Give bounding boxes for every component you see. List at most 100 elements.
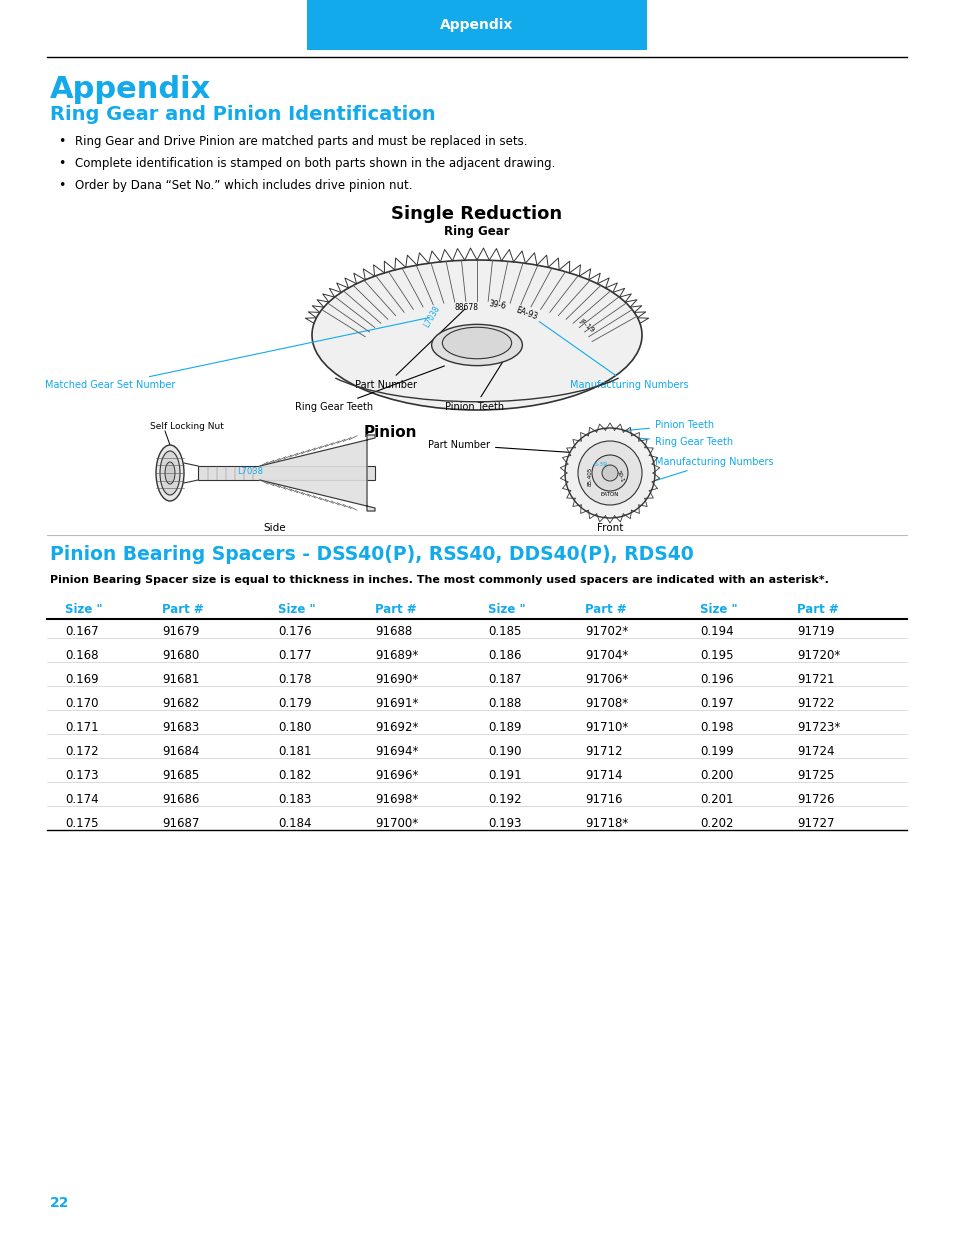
- Text: Front: Front: [597, 522, 622, 534]
- Text: L7038: L7038: [422, 305, 441, 330]
- Text: 0.186: 0.186: [488, 650, 521, 662]
- Text: Ring Gear and Pinion Identification: Ring Gear and Pinion Identification: [50, 105, 436, 124]
- Ellipse shape: [431, 325, 522, 366]
- Text: Complete identification is stamped on both parts shown in the adjacent drawing.: Complete identification is stamped on bo…: [75, 157, 555, 170]
- Text: 91688: 91688: [375, 625, 412, 638]
- Text: 0.189: 0.189: [488, 721, 521, 734]
- Ellipse shape: [160, 451, 180, 495]
- Text: 0.174: 0.174: [65, 793, 98, 806]
- Text: Ring Gear Teeth: Ring Gear Teeth: [294, 366, 444, 412]
- Text: 0.167: 0.167: [65, 625, 98, 638]
- Text: 91722: 91722: [796, 697, 834, 710]
- Text: 91691*: 91691*: [375, 697, 418, 710]
- Text: 39-6: 39-6: [487, 299, 506, 311]
- Text: 91727: 91727: [796, 818, 834, 830]
- Text: 0.201: 0.201: [700, 793, 733, 806]
- Circle shape: [601, 466, 618, 480]
- Text: Self Locking Nut: Self Locking Nut: [150, 422, 224, 431]
- Text: 91679: 91679: [162, 625, 199, 638]
- Text: 91726: 91726: [796, 793, 834, 806]
- Text: 91723*: 91723*: [796, 721, 840, 734]
- Text: 91712: 91712: [584, 745, 622, 758]
- Text: 91690*: 91690*: [375, 673, 417, 685]
- Text: 91698*: 91698*: [375, 793, 417, 806]
- Text: 0.182: 0.182: [277, 769, 312, 782]
- Text: 0.200: 0.200: [700, 769, 733, 782]
- Text: 0.192: 0.192: [488, 793, 521, 806]
- Text: EA-93: EA-93: [515, 305, 538, 321]
- Text: 91684: 91684: [162, 745, 199, 758]
- Text: 91725: 91725: [796, 769, 834, 782]
- Text: Ring Gear and Drive Pinion are matched parts and must be replaced in sets.: Ring Gear and Drive Pinion are matched p…: [75, 135, 527, 148]
- Text: Appendix: Appendix: [440, 19, 513, 32]
- Text: 0.179: 0.179: [277, 697, 312, 710]
- Polygon shape: [260, 435, 375, 511]
- Text: 0.196: 0.196: [700, 673, 733, 685]
- Text: 91721: 91721: [796, 673, 834, 685]
- Text: 0.199: 0.199: [700, 745, 733, 758]
- Text: Size ": Size ": [65, 603, 103, 616]
- Text: Pinion Bearing Spacers - DSS40(P), RSS40, DDS40(P), RDS40: Pinion Bearing Spacers - DSS40(P), RSS40…: [50, 545, 693, 564]
- Text: 0.193: 0.193: [488, 818, 521, 830]
- Text: 0.195: 0.195: [700, 650, 733, 662]
- Text: 0.180: 0.180: [277, 721, 311, 734]
- Text: 91702*: 91702*: [584, 625, 628, 638]
- Text: EATON: EATON: [600, 493, 618, 498]
- Text: 91696*: 91696*: [375, 769, 418, 782]
- Text: 0.172: 0.172: [65, 745, 98, 758]
- Bar: [307, 0, 646, 49]
- Text: Ring Gear: Ring Gear: [444, 225, 509, 238]
- Text: Pinion Teeth: Pinion Teeth: [444, 357, 505, 412]
- Text: 91692*: 91692*: [375, 721, 418, 734]
- Text: 91682: 91682: [162, 697, 199, 710]
- Text: 91719: 91719: [796, 625, 834, 638]
- Text: 0.183: 0.183: [277, 793, 311, 806]
- Text: 91686: 91686: [162, 793, 199, 806]
- Text: Part Number: Part Number: [428, 440, 577, 453]
- Text: L7038: L7038: [236, 467, 263, 475]
- Bar: [198, 466, 375, 480]
- Text: 91680: 91680: [162, 650, 199, 662]
- Text: 91718*: 91718*: [584, 818, 628, 830]
- Text: 0.176: 0.176: [277, 625, 312, 638]
- Text: 91681: 91681: [162, 673, 199, 685]
- Text: •: •: [58, 135, 66, 148]
- Text: 0.185: 0.185: [488, 625, 521, 638]
- Text: 50-1: 50-1: [615, 469, 624, 483]
- Text: Side: Side: [263, 522, 286, 534]
- Text: 91710*: 91710*: [584, 721, 628, 734]
- Text: 0.168: 0.168: [65, 650, 98, 662]
- Text: Part #: Part #: [796, 603, 838, 616]
- Circle shape: [592, 454, 627, 492]
- Text: Order by Dana “Set No.” which includes drive pinion nut.: Order by Dana “Set No.” which includes d…: [75, 179, 412, 191]
- Text: 0.190: 0.190: [488, 745, 521, 758]
- Text: Size ": Size ": [488, 603, 525, 616]
- Text: Pinion Teeth: Pinion Teeth: [622, 420, 714, 431]
- Ellipse shape: [156, 445, 184, 501]
- Text: 91700*: 91700*: [375, 818, 417, 830]
- Text: 91683: 91683: [162, 721, 199, 734]
- Text: Pinion Bearing Spacer size is equal to thickness in inches. The most commonly us: Pinion Bearing Spacer size is equal to t…: [50, 576, 828, 585]
- Text: 91714: 91714: [584, 769, 622, 782]
- Text: Manufacturing Numbers: Manufacturing Numbers: [538, 321, 688, 390]
- Text: Part Number: Part Number: [355, 309, 464, 390]
- Text: 0.194: 0.194: [700, 625, 733, 638]
- Text: 0.188: 0.188: [488, 697, 521, 710]
- Text: 0.198: 0.198: [700, 721, 733, 734]
- Ellipse shape: [312, 261, 641, 410]
- Text: 0.197: 0.197: [700, 697, 733, 710]
- Text: 91716: 91716: [584, 793, 622, 806]
- Text: Matched Gear Set Number: Matched Gear Set Number: [45, 317, 429, 390]
- Text: Manufacturing Numbers: Manufacturing Numbers: [650, 457, 773, 482]
- Text: Appendix: Appendix: [50, 75, 211, 104]
- Text: 0.178: 0.178: [277, 673, 312, 685]
- Text: 0.173: 0.173: [65, 769, 98, 782]
- Text: 91706*: 91706*: [584, 673, 628, 685]
- Text: •: •: [58, 157, 66, 170]
- Circle shape: [578, 441, 641, 505]
- Text: 91694*: 91694*: [375, 745, 418, 758]
- Text: 85.405: 85.405: [587, 467, 592, 485]
- Text: 88678: 88678: [455, 303, 478, 311]
- Text: Single Reduction: Single Reduction: [391, 205, 562, 224]
- Text: •: •: [58, 179, 66, 191]
